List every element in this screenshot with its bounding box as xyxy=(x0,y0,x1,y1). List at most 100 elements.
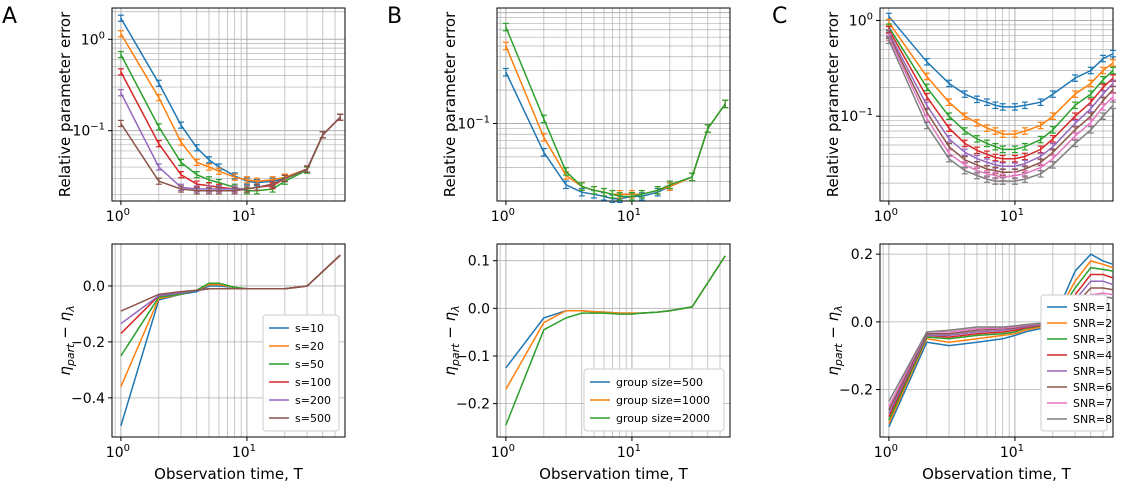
series-line xyxy=(888,280,1114,414)
y-tick-exponent: −1 xyxy=(90,122,105,133)
series-line xyxy=(888,253,1114,428)
x-tick-label: 101 xyxy=(1000,207,1024,225)
axes-frame xyxy=(879,243,1114,438)
series-group size=2000 xyxy=(505,255,726,426)
ylabel-sub: part xyxy=(832,343,845,367)
series-SNR=2 xyxy=(888,260,1114,424)
y-tick-exponent: −1 xyxy=(475,114,490,125)
x-tick-exponent: 0 xyxy=(892,443,898,454)
y-tick-label: −0.4 xyxy=(71,391,105,407)
axes-frame xyxy=(496,243,731,438)
y-tick-label: 100 xyxy=(849,11,873,29)
ylabel-eta: η xyxy=(56,366,74,376)
legend-label: group size=500 xyxy=(616,376,703,389)
y-tick-exponent: −1 xyxy=(858,107,873,118)
ylabel-eta2: η xyxy=(56,311,74,321)
series-line xyxy=(888,34,1114,173)
ylabel-minus: − xyxy=(441,321,459,343)
x-tick-exponent: 1 xyxy=(635,207,641,218)
x-tick-label: 101 xyxy=(232,207,256,225)
series-SNR=3 xyxy=(885,23,1116,154)
panel-letter-C: C xyxy=(772,4,787,29)
grid xyxy=(497,244,731,437)
legend-label: SNR=5 xyxy=(1073,365,1112,378)
y-axis-label: ηpart − ηλ xyxy=(441,305,462,375)
y-tick-label: 0.0 xyxy=(851,315,873,331)
series-group size=500 xyxy=(502,67,729,203)
series-line xyxy=(505,255,726,426)
ylabel-minus: − xyxy=(824,321,842,343)
series-s=200 xyxy=(117,89,344,193)
legend-label: s=50 xyxy=(295,358,324,371)
y-tick-label: 0.0 xyxy=(83,279,105,295)
legend-label: s=100 xyxy=(295,376,331,389)
legend-label: SNR=8 xyxy=(1073,413,1112,426)
y-axis-label: ηpart − ηλ xyxy=(56,305,77,375)
x-tick-exponent: 1 xyxy=(1018,443,1024,454)
series-line xyxy=(888,32,1114,167)
x-tick-exponent: 0 xyxy=(509,207,515,218)
y-tick-label: −0.2 xyxy=(456,397,490,413)
x-axis-label: Observation time, T xyxy=(922,465,1072,483)
y-tick-label: 0.1 xyxy=(468,254,490,270)
y-tick-label: −0.2 xyxy=(839,383,873,399)
x-tick-exponent: 1 xyxy=(1018,207,1024,218)
series-line xyxy=(888,273,1114,418)
series-s=500 xyxy=(117,113,344,195)
axes-frame xyxy=(111,243,346,438)
y-axis-label: Relative parameter error xyxy=(441,11,459,197)
x-tick-label: 101 xyxy=(617,443,641,461)
y-tick-label: 10−1 xyxy=(457,114,490,132)
series-SNR=4 xyxy=(888,273,1114,418)
legend-label: SNR=3 xyxy=(1073,333,1112,346)
legend-label: group size=1000 xyxy=(616,394,710,407)
series-SNR=1 xyxy=(888,253,1114,428)
x-axis-label: Observation time, T xyxy=(154,465,304,483)
legend-label: SNR=4 xyxy=(1073,349,1112,362)
y-axis-label: Relative parameter error xyxy=(824,11,842,197)
x-tick-exponent: 0 xyxy=(124,207,130,218)
series-line xyxy=(888,36,1114,179)
series-line xyxy=(120,254,341,312)
y-tick-label: 0.0 xyxy=(468,301,490,317)
legend-label: SNR=2 xyxy=(1073,317,1112,330)
legend-label: SNR=7 xyxy=(1073,397,1112,410)
y-tick-label: 0.2 xyxy=(851,247,873,263)
panel-letters: A B C xyxy=(2,4,787,29)
series-group size=1000 xyxy=(502,41,729,199)
series-s=10 xyxy=(117,14,344,187)
legend: SNR=1 SNR=2 SNR=3 SNR=4 SNR=5 SNR=6 SNR=7 SNR=8 xyxy=(1040,294,1112,432)
x-tick-label: 100 xyxy=(874,443,898,461)
grid xyxy=(497,8,731,202)
y-axis-label: Relative parameter error xyxy=(56,11,74,197)
legend-label: group size=2000 xyxy=(616,412,710,425)
ylabel-eta2: η xyxy=(824,311,842,321)
legend-label: SNR=6 xyxy=(1073,381,1112,394)
x-tick-label: 100 xyxy=(106,207,130,225)
legend-label: s=500 xyxy=(295,412,331,425)
series-line xyxy=(888,26,1114,151)
legend: s=10 s=20 s=50 s=100 s=200 s=500 xyxy=(262,314,340,432)
ylabel-minus: − xyxy=(56,321,74,343)
legend-label: SNR=1 xyxy=(1073,301,1112,314)
series-line xyxy=(120,116,341,192)
series-SNR=5 xyxy=(888,280,1114,414)
axes-frame xyxy=(496,7,731,202)
series-line xyxy=(888,22,1114,135)
ylabel-sub: part xyxy=(64,343,77,367)
x-tick-label: 100 xyxy=(106,443,130,461)
series-SNR=5 xyxy=(885,29,1116,171)
x-tick-exponent: 1 xyxy=(250,207,256,218)
ylabel-eta: η xyxy=(824,366,842,376)
x-tick-label: 100 xyxy=(491,443,515,461)
ylabel-sub2: λ xyxy=(832,305,845,313)
panel-letter-A: A xyxy=(2,4,17,29)
series-SNR=2 xyxy=(885,18,1116,138)
grid xyxy=(112,8,346,201)
series-SNR=8 xyxy=(885,36,1116,185)
ylabel-eta: η xyxy=(441,366,459,376)
